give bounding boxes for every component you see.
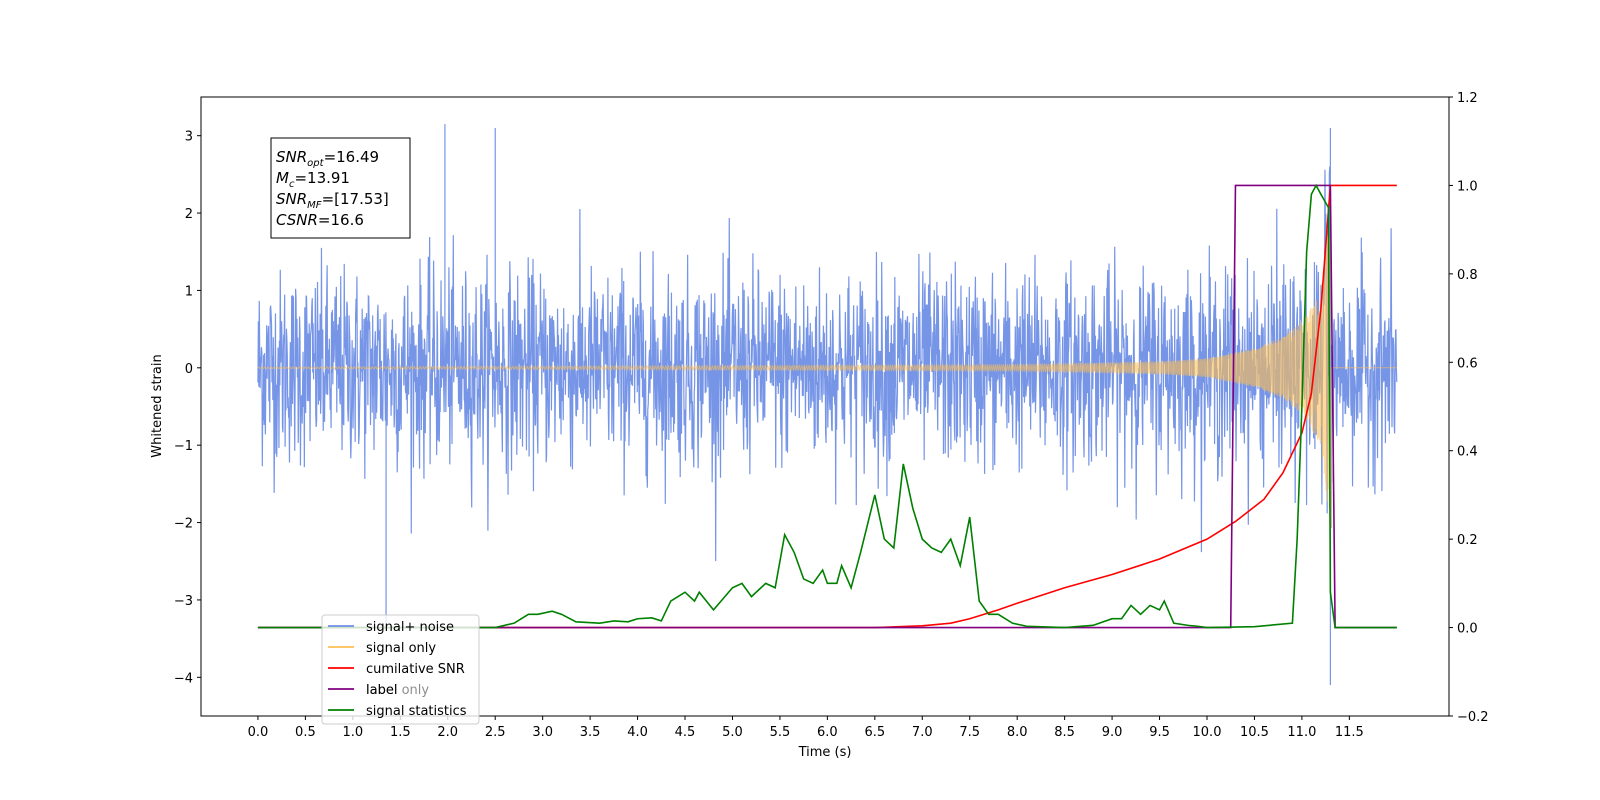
y-tick-label: −2	[174, 517, 193, 532]
y-right-tick-label: 1.2	[1457, 91, 1478, 106]
x-tick-label: 2.0	[437, 725, 458, 740]
info-box-line: CSNR=16.6	[276, 211, 364, 229]
y-right-tick-label: −0.2	[1457, 710, 1489, 725]
x-tick-label: 5.0	[722, 725, 743, 740]
info-box-line: SNRMF=[17.53]	[276, 190, 389, 211]
y-tick-label: −4	[174, 671, 193, 686]
x-tick-label: 0.5	[295, 725, 316, 740]
x-tick-label: 9.5	[1149, 725, 1170, 740]
y-tick-label: 0	[185, 362, 193, 377]
legend-frame	[321, 614, 480, 725]
y-axis-left: −4 −3 −2 −1 0 1 2 3	[174, 130, 201, 686]
legend-label: label	[366, 683, 397, 698]
x-axis-label: Time (s)	[798, 745, 852, 760]
x-tick-label: 7.0	[912, 725, 933, 740]
x-tick-label: 2.5	[485, 725, 506, 740]
y-right-tick-label: 0.6	[1457, 356, 1478, 371]
x-tick-label: 6.0	[817, 725, 838, 740]
legend-hidden-label: label only	[366, 683, 429, 698]
y-tick-label: 2	[185, 207, 193, 222]
x-tick-label: 7.5	[959, 725, 980, 740]
series-cumilative-snr	[257, 184, 1397, 629]
legend-label: cumilative SNR	[366, 662, 465, 677]
x-tick-label: 11.0	[1287, 725, 1316, 740]
series-signal-only	[257, 226, 1397, 528]
x-axis: 0.0 0.5 1.0 1.5 2.0 2.5 3.0 3.5 4.0 4.5 5.0 5.5 6.0 6…	[248, 716, 1364, 740]
y-tick-label: −3	[174, 594, 193, 609]
x-tick-label: 11.5	[1335, 725, 1364, 740]
x-tick-label: 5.5	[770, 725, 791, 740]
legend: label only signal+ noise signal only cumila…	[321, 614, 480, 725]
info-box-line: Mc=13.91	[276, 169, 350, 190]
series-layer	[257, 124, 1398, 686]
y-axis-label: Whitened strain	[150, 354, 165, 457]
info-box: SNRopt=16.49Mc=13.91SNRMF=[17.53]CSNR=16…	[270, 137, 411, 239]
y-tick-label: 1	[185, 284, 193, 299]
series-signal-noise	[257, 124, 1398, 686]
y-right-tick-label: 0.0	[1457, 622, 1478, 637]
info-box-line: SNRopt=16.49	[276, 148, 379, 169]
x-tick-label: 3.5	[580, 725, 601, 740]
y-right-tick-label: 0.8	[1457, 268, 1478, 283]
legend-label: signal only	[366, 641, 436, 656]
x-tick-label: 0.0	[248, 725, 269, 740]
x-tick-label: 1.0	[343, 725, 364, 740]
series-signal-statistics	[257, 183, 1397, 629]
x-tick-label: 4.0	[627, 725, 648, 740]
y-tick-label: 3	[185, 130, 193, 145]
x-tick-label: 4.5	[675, 725, 696, 740]
x-tick-label: 1.5	[390, 725, 411, 740]
x-tick-label: 8.5	[1054, 725, 1075, 740]
plot-frame	[200, 96, 1450, 717]
x-tick-label: 6.5	[864, 725, 885, 740]
x-tick-label: 3.0	[532, 725, 553, 740]
y-right-tick-label: 0.2	[1457, 533, 1478, 548]
x-tick-label: 9.0	[1102, 725, 1123, 740]
x-tick-label: 10.5	[1240, 725, 1269, 740]
y-right-tick-label: 1.0	[1457, 179, 1478, 194]
x-tick-label: 10.0	[1193, 725, 1222, 740]
y-tick-label: −1	[174, 439, 193, 454]
legend-label: signal+ noise	[366, 620, 454, 635]
info-box-frame	[270, 137, 411, 239]
legend-label: signal statistics	[366, 704, 467, 719]
x-tick-label: 8.0	[1007, 725, 1028, 740]
y-axis-right: −0.2 0.0 0.2 0.4 0.6 0.8 1.0 1.2	[1449, 91, 1489, 725]
y-right-tick-label: 0.4	[1457, 445, 1478, 460]
